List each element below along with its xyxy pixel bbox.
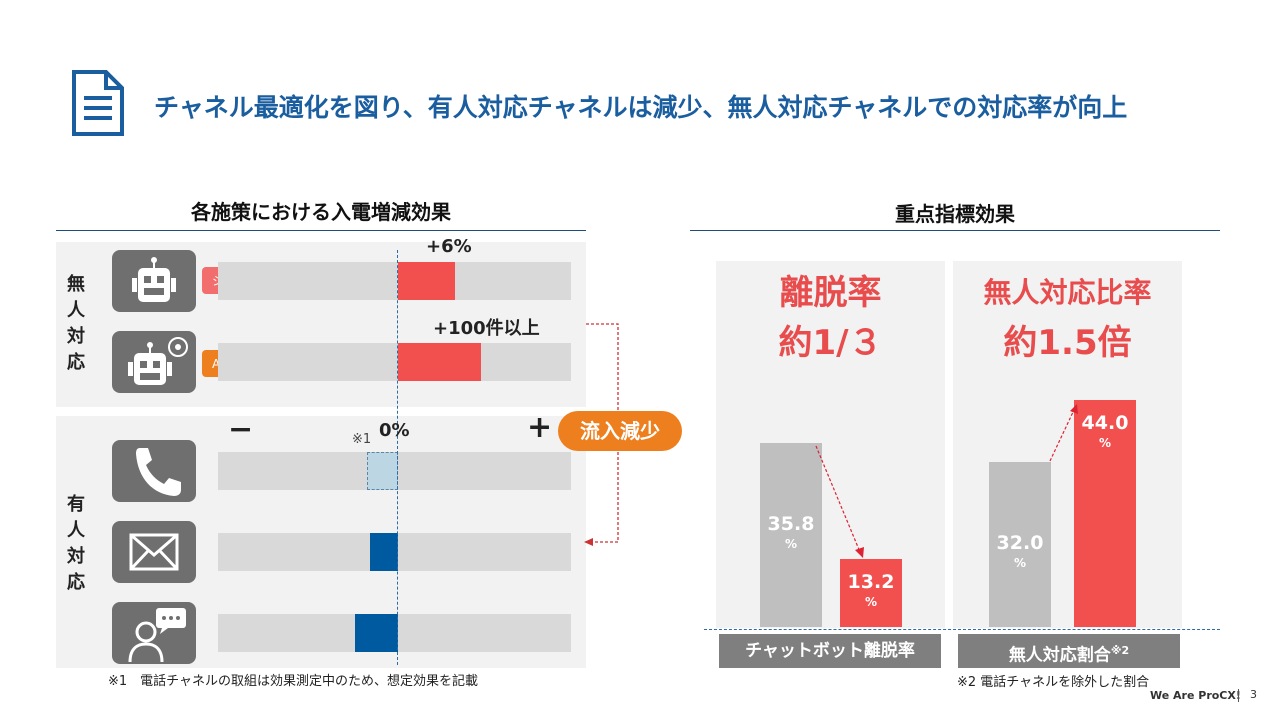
page-number: 3 — [1250, 688, 1257, 701]
page-title: チャネル最適化を図り、有人対応チャネルは減少、無人対応チャネルでの対応率が向上 — [154, 93, 1128, 122]
ai-value-label: +100件以上 — [433, 318, 540, 339]
kpi-bar — [989, 462, 1051, 627]
bar-ai — [398, 343, 482, 381]
track-scenario — [218, 262, 571, 300]
bar-chat — [354, 614, 398, 652]
kpi-bar — [760, 442, 822, 627]
left-section-title: 各施策における入電増減効果 — [191, 200, 451, 224]
category-chatbot: チャットボット離脱率 — [719, 634, 941, 668]
left-title-rule — [56, 230, 586, 231]
manned-label: 有人 対応 — [67, 494, 85, 593]
bar-scenario — [398, 262, 456, 300]
kpi-bar-value-label: 35.8% — [767, 512, 815, 551]
kpi-bar-value-label: 44.0% — [1081, 412, 1129, 451]
flow-reduction-badge: 流入減少 — [558, 411, 682, 451]
bar-email — [370, 533, 398, 571]
zero-label: 0% — [379, 420, 410, 441]
card-chatbot-head: 離脱率 約1/３ — [778, 273, 883, 363]
track-ai — [218, 343, 571, 381]
card-unmanned-head: 無人対応比率 約1.5倍 — [983, 276, 1152, 363]
chat-operator-icon — [112, 602, 196, 664]
category-unmanned: 無人対応割合※2 — [958, 634, 1180, 668]
minus-sign: − — [228, 412, 254, 447]
scenario-value-label: +6% — [426, 236, 472, 257]
kpi-bar — [840, 559, 902, 627]
mail-icon — [112, 521, 196, 583]
footer-divider — [1238, 689, 1239, 702]
bar-phone — [366, 452, 398, 490]
right-title-rule — [690, 230, 1220, 231]
kpi-bar — [1074, 400, 1136, 627]
note-marker-1: ※1 — [352, 432, 372, 447]
footnote-1: ※1 電話チャネルの取組は効果測定中のため、想定効果を記載 — [108, 674, 479, 689]
ai-robot-icon — [112, 331, 196, 393]
baseline — [704, 629, 1220, 630]
document-icon — [72, 70, 124, 136]
unmanned-label: 無人 対応 — [67, 274, 85, 373]
robot-icon — [112, 250, 196, 312]
brand-logo: We Are ProCX! — [1150, 689, 1241, 702]
plus-sign: + — [527, 410, 553, 445]
kpi-bar-value-label: 13.2% — [847, 571, 895, 610]
kpi-bar-value-label: 32.0% — [996, 532, 1044, 571]
footnote-2: ※2 電話チャネルを除外した割合 — [957, 675, 1150, 690]
card-chatbot — [716, 261, 945, 628]
right-section-title: 重点指標効果 — [895, 202, 1015, 226]
zero-axis-line — [397, 250, 398, 665]
phone-icon — [112, 440, 196, 502]
